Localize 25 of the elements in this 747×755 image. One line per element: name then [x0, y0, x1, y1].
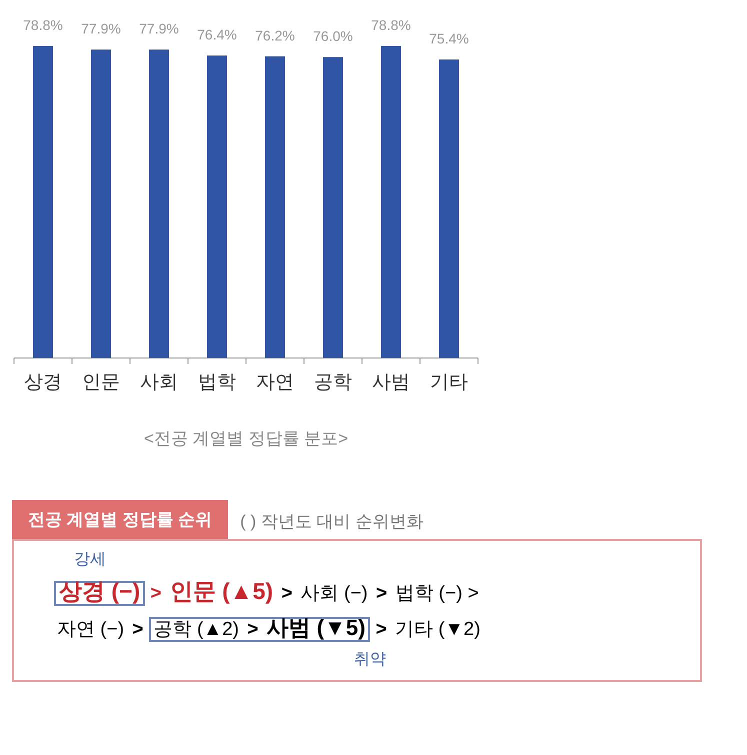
text: <전공 계열별 정답률 분포> [144, 429, 348, 448]
outline-box: 상경 (−) [54, 581, 146, 606]
x-tick-label: 법학 [198, 372, 236, 393]
text: ( ) 작년도 대비 순위변화 [239, 511, 424, 533]
data-label: 75.4% [429, 30, 469, 46]
x-tick-label: 공학 [314, 372, 352, 393]
x-tick-label: 자연 [256, 372, 294, 393]
text: 취약 [354, 650, 387, 670]
outline-box: 공학 (▲2) > 사범 (▼5) [148, 617, 370, 642]
x-tick-label: 상경 [24, 372, 62, 393]
data-label: 78.8% [23, 17, 63, 33]
x-tick-label: 인문 [82, 372, 120, 393]
x-tick-label: 사회 [140, 372, 178, 393]
text: 전공 계열별 정답률 순위 [12, 500, 228, 539]
text: 강세 [74, 550, 107, 570]
data-label: 76.4% [197, 26, 237, 43]
data-label: 78.8% [371, 17, 411, 33]
data-label: 77.9% [139, 20, 179, 37]
text: 자연 (−) > 공학 (▲2) > 사범 (▼5) > 기타 (▼2) [56, 614, 482, 642]
text: > 인문 (▲5) > 사회 (−) > 법학 (−) > [150, 578, 479, 604]
x-tick-label: 사범 [372, 372, 410, 393]
data-label: 76.0% [313, 28, 353, 44]
data-label: 76.2% [255, 27, 295, 44]
data-label: 77.9% [81, 20, 121, 37]
x-tick-label: 기타 [430, 372, 468, 393]
